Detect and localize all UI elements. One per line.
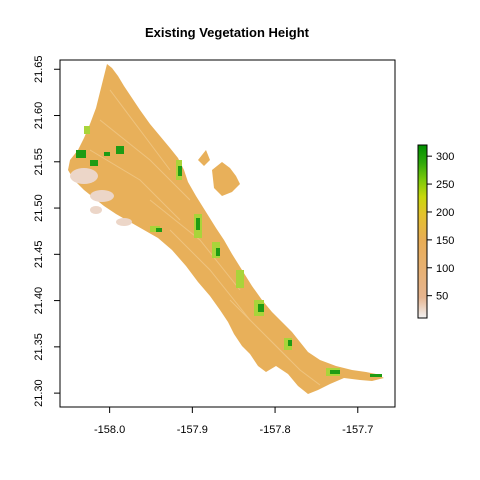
vegetation-raster [68,64,384,394]
y-tick-label: 21.45 [33,241,45,269]
legend: 50 100 150 200 250 300 [417,144,454,319]
legend-ticks: 50 100 150 200 250 300 [427,151,454,303]
x-tick-label: -157.9 [177,424,208,436]
y-tick-label: 21.30 [33,379,45,407]
y-tick-label: 21.40 [33,287,45,315]
east-patch-small [198,150,210,166]
legend-tick-label: 50 [436,291,448,303]
y-tick-label: 21.35 [33,333,45,361]
y-axis: 21.30 21.35 21.40 21.45 21.50 21.55 21.60 21.65 [33,55,60,407]
legend-color-bar [417,144,428,319]
land-area [68,64,384,394]
east-patch [212,162,240,196]
y-tick-label: 21.65 [33,55,45,83]
high-vegetation [76,146,382,377]
x-tick-label: -157.7 [342,424,373,436]
x-axis: -158.0 -157.9 -157.8 -157.7 [94,407,373,436]
low-vegetation [70,168,132,226]
map-title: Existing Vegetation Height [145,25,310,40]
x-tick-label: -157.8 [259,424,290,436]
y-tick-label: 21.50 [33,194,45,222]
legend-tick-label: 100 [436,263,454,275]
legend-tick-label: 300 [436,151,454,163]
legend-tick-label: 250 [436,179,454,191]
legend-tick-label: 150 [436,235,454,247]
y-tick-label: 21.55 [33,148,45,176]
legend-tick-label: 200 [436,207,454,219]
plot-frame [59,59,396,408]
ridge-texture [89,89,321,386]
y-tick-label: 21.60 [33,102,45,130]
x-tick-label: -158.0 [94,424,125,436]
